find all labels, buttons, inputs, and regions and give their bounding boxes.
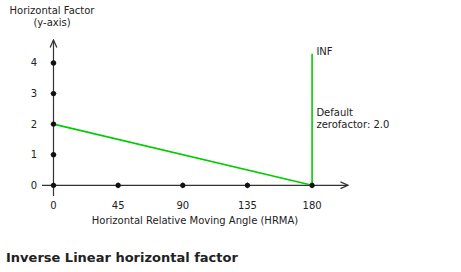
chart-container: 0 45 90 135 180 0 1 2 3 4 INF Defaultzerofactor: 2.… [0,0,461,272]
x-tick-label: 45 [112,200,125,211]
dot [116,183,121,188]
plot-marks [51,54,315,188]
dot [51,152,56,157]
y-tick-label: 3 [31,88,37,99]
dot [309,183,314,188]
x-axis-label: Horizontal Relative Moving Angle (HRMA) [92,215,299,226]
dot [51,183,56,188]
dot [51,91,56,96]
dot [51,122,56,127]
annotation: INF [316,46,332,57]
x-tick-label: 135 [238,200,257,211]
x-tick-label: 0 [50,200,56,211]
x-axis-line [42,185,348,186]
line [53,124,312,185]
chart: 0 45 90 135 180 0 1 2 3 4 INF Defaultzerofactor: 2.… [0,0,461,272]
y-axis-label: Horizontal Factor(y-axis) [10,5,96,28]
dot [51,60,56,65]
x-tick-label: 180 [303,200,322,211]
dot [180,183,185,188]
annotation: Defaultzerofactor: 2.0 [316,107,389,130]
y-tick-label: 2 [31,119,37,130]
dot [245,183,250,188]
x-tick-label: 90 [176,200,189,211]
title: Inverse Linear horizontal factor [6,250,238,265]
line [311,54,313,186]
y-tick-label: 0 [31,180,37,191]
y-tick-label: 1 [31,149,37,160]
y-tick-label: 4 [31,57,37,68]
